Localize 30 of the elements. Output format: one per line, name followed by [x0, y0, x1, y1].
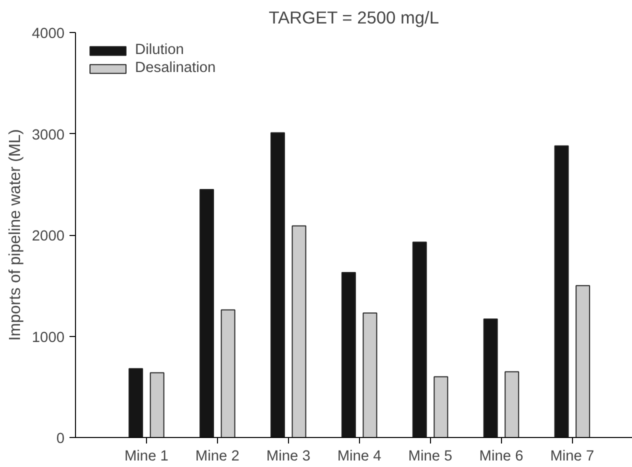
bar — [200, 188, 214, 438]
bar — [292, 225, 306, 438]
x-tick-label: Mine 5 — [408, 448, 452, 464]
bar — [270, 132, 285, 438]
legend-label: Desalination — [135, 60, 216, 76]
bar — [434, 376, 448, 438]
chart-title: TARGET = 2500 mg/L — [268, 8, 440, 28]
y-tick-label: 0 — [56, 431, 65, 447]
x-tick-label: Mine 4 — [337, 448, 382, 464]
legend-label: Dilution — [135, 42, 184, 58]
x-tick-label: Mine 1 — [124, 448, 168, 464]
bar — [483, 318, 498, 438]
x-tick-label: Mine 3 — [266, 448, 310, 464]
y-tick-label: 4000 — [32, 26, 65, 42]
y-axis-title: Imports of pipeline water (ML) — [6, 129, 24, 341]
y-tick-label: 2000 — [32, 228, 65, 244]
bar — [576, 285, 590, 438]
bar — [362, 312, 378, 438]
bar — [341, 272, 356, 438]
bar — [128, 368, 144, 438]
x-tick-label: Mine 6 — [479, 448, 524, 464]
y-tick-label: 1000 — [32, 330, 65, 346]
bar — [150, 372, 164, 438]
x-tick-label: Mine 7 — [550, 448, 594, 464]
bar — [554, 145, 569, 438]
bar — [504, 371, 520, 438]
y-tick-label: 3000 — [32, 127, 65, 144]
bar — [412, 242, 427, 438]
bar — [220, 309, 236, 438]
x-tick-label: Mine 2 — [195, 448, 240, 464]
